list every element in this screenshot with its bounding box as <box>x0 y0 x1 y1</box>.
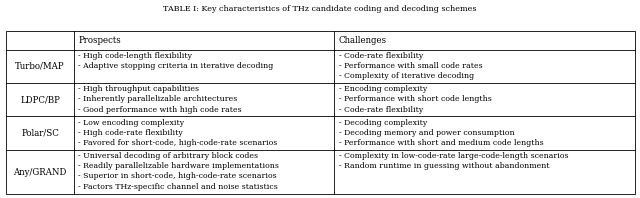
Text: LDPC/BP: LDPC/BP <box>20 95 60 104</box>
Text: Any/GRAND: Any/GRAND <box>13 168 67 177</box>
Text: - Encoding complexity
- Performance with short code lengths
- Code-rate flexibil: - Encoding complexity - Performance with… <box>339 85 492 113</box>
Text: - Universal decoding of arbitrary block codes
- Readily parallelizable hardware : - Universal decoding of arbitrary block … <box>78 152 279 190</box>
Text: - High throughput capabilities
- Inherently parallelizable architectures
- Good : - High throughput capabilities - Inheren… <box>78 85 242 113</box>
Text: - Low encoding complexity
- High code-rate flexibility
- Favored for short-code,: - Low encoding complexity - High code-ra… <box>78 119 277 147</box>
Text: Prospects: Prospects <box>78 36 121 45</box>
Bar <box>6 31 635 194</box>
Text: - High code-length flexibility
- Adaptive stopping criteria in iterative decodin: - High code-length flexibility - Adaptiv… <box>78 52 273 70</box>
Text: Polar/SC: Polar/SC <box>21 129 59 138</box>
Text: - Code-rate flexibility
- Performance with small code rates
- Complexity of iter: - Code-rate flexibility - Performance wi… <box>339 52 483 80</box>
Text: Turbo/MAP: Turbo/MAP <box>15 62 65 71</box>
Text: Challenges: Challenges <box>339 36 387 45</box>
Text: - Decoding complexity
- Decoding memory and power consumption
- Performance with: - Decoding complexity - Decoding memory … <box>339 119 543 147</box>
Text: TABLE I: Key characteristics of THz candidate coding and decoding schemes: TABLE I: Key characteristics of THz cand… <box>163 5 477 13</box>
Text: - Complexity in low-code-rate large-code-length scenarios
- Random runtime in gu: - Complexity in low-code-rate large-code… <box>339 152 568 170</box>
